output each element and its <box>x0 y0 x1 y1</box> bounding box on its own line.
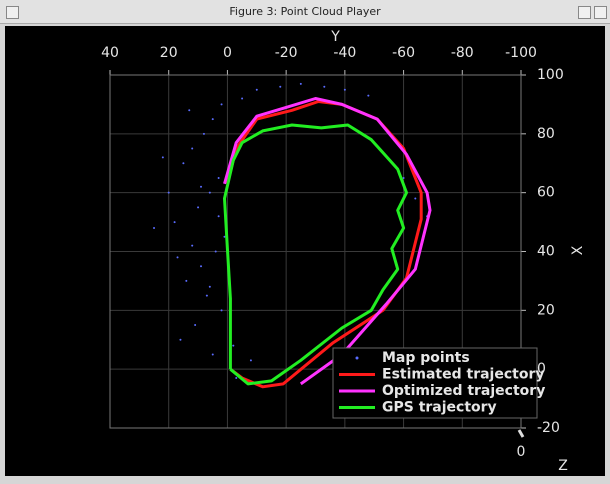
x-tick-label: -100 <box>505 45 537 61</box>
map-point <box>182 162 185 165</box>
y-axis-label: X <box>570 245 586 255</box>
window-title: Figure 3: Point Cloud Player <box>229 5 381 18</box>
x-tick-label: 20 <box>160 45 178 61</box>
map-point <box>191 244 194 247</box>
map-point <box>176 256 179 259</box>
y-tick-label: 0 <box>537 361 546 377</box>
map-point <box>200 265 203 268</box>
x-tick-label: 40 <box>101 45 119 61</box>
trajectory-line <box>223 97 432 386</box>
legend-label: Estimated trajectory <box>382 367 544 383</box>
map-point <box>299 82 302 85</box>
map-point <box>211 118 214 121</box>
x-tick-label: -60 <box>392 45 415 61</box>
map-point <box>185 279 188 282</box>
x-tick-label: -40 <box>333 45 356 61</box>
map-point <box>217 176 220 179</box>
map-point <box>188 109 191 112</box>
map-point <box>255 88 258 91</box>
map-point <box>217 215 220 218</box>
map-point <box>211 353 214 356</box>
map-point <box>197 206 200 209</box>
close-button[interactable] <box>594 6 607 19</box>
map-point <box>235 376 238 379</box>
map-point <box>167 191 170 194</box>
map-point <box>402 176 405 179</box>
map-point <box>153 226 156 229</box>
z-tick <box>517 429 525 438</box>
x-axis-label: Y <box>330 29 340 45</box>
map-point <box>279 85 282 88</box>
y-tick-label: 40 <box>537 244 555 260</box>
maximize-button[interactable] <box>578 6 591 19</box>
y-tick-label: -20 <box>537 420 560 436</box>
x-tick-label: 0 <box>223 45 232 61</box>
map-point <box>414 197 417 200</box>
map-point <box>173 221 176 224</box>
map-point <box>343 88 346 91</box>
map-point <box>220 103 223 106</box>
map-point <box>191 147 194 150</box>
title-bar: Figure 3: Point Cloud Player <box>0 0 610 24</box>
map-point <box>194 324 197 327</box>
map-point <box>205 294 208 297</box>
plot-data <box>153 82 432 389</box>
y-tick-label: 80 <box>537 126 555 142</box>
chart: 40 20 0 -20 -40 -60 -80 -100 -20 0 20 40 60 80 100 Y X 0 Z… <box>5 26 605 476</box>
map-point <box>249 359 252 362</box>
map-point <box>232 344 235 347</box>
y-tick-label: 100 <box>537 67 564 83</box>
legend-label: Map points <box>382 350 470 366</box>
map-point <box>241 97 244 100</box>
z-axis-label: Z <box>558 458 568 474</box>
map-point <box>367 94 370 97</box>
map-point <box>200 185 203 188</box>
map-point <box>202 132 205 135</box>
map-point <box>220 309 223 312</box>
axes-box <box>109 74 522 429</box>
x-tick-label: -80 <box>451 45 474 61</box>
y-tick-label: 60 <box>537 185 555 201</box>
map-point <box>179 338 182 341</box>
legend-label: Optimized trajectory <box>382 383 545 399</box>
y-tick-label: 20 <box>537 302 555 318</box>
legend-symbol <box>355 356 359 360</box>
trajectory-line <box>223 123 408 386</box>
x-tick-label: -20 <box>275 45 298 61</box>
menu-button[interactable] <box>6 6 19 19</box>
map-point <box>214 250 217 253</box>
map-point <box>208 285 211 288</box>
map-point <box>223 235 226 238</box>
legend-label: GPS trajectory <box>382 400 497 416</box>
trajectory-line <box>225 100 423 389</box>
z-tick-label: 0 <box>517 444 526 460</box>
map-point <box>161 156 164 159</box>
map-point <box>323 85 326 88</box>
map-point <box>208 191 211 194</box>
